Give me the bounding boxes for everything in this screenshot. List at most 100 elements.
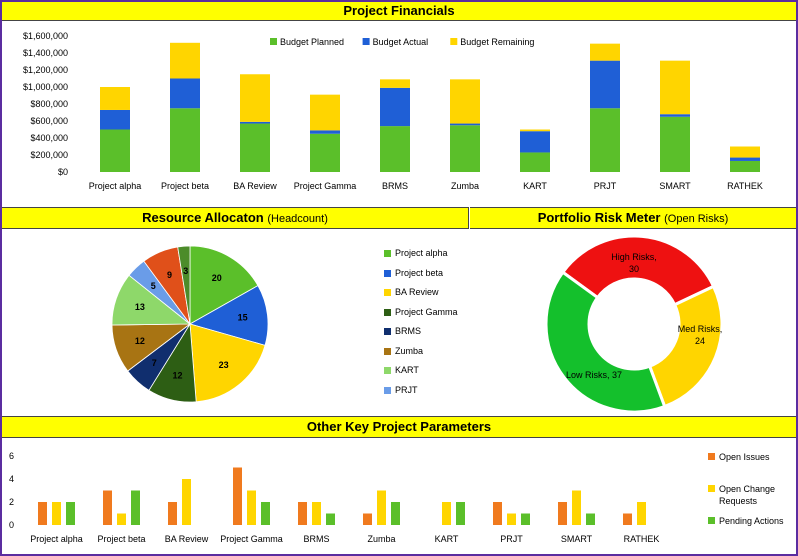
- x-tick-label: SMART: [561, 534, 593, 544]
- bar-budget-planned-smart: [660, 116, 690, 172]
- bar-budget-planned-rathek: [730, 160, 760, 172]
- pie-data-label-zumba: 12: [135, 336, 145, 346]
- y-tick-label: $400,000: [30, 133, 68, 143]
- legend-swatch-open-issues: [708, 453, 715, 460]
- bar-open-change-requests-prjt: [507, 513, 516, 525]
- bar-open-issues-prjt: [493, 502, 502, 525]
- legend-swatch: [384, 308, 391, 316]
- bar-budget-remaining-project-alpha: [100, 87, 130, 110]
- bar-budget-planned-project-alpha: [100, 129, 130, 172]
- resource-legend-item-brms: BRMS: [384, 326, 421, 336]
- bar-pending-actions-smart: [586, 513, 595, 525]
- legend-swatch: [384, 347, 391, 355]
- bar-budget-planned-zumba: [450, 125, 480, 172]
- bar-pending-actions-prjt: [521, 513, 530, 525]
- bar-budget-remaining-ba-review: [240, 74, 270, 122]
- bar-budget-remaining-prjt: [590, 43, 620, 61]
- bar-budget-planned-ba-review: [240, 123, 270, 172]
- bar-open-change-requests-ba-review: [182, 479, 191, 525]
- bar-budget-actual-smart: [660, 114, 690, 117]
- bar-budget-planned-project-gamma: [310, 133, 340, 172]
- legend-label: BRMS: [395, 326, 422, 336]
- bar-budget-actual-project-beta: [170, 78, 200, 109]
- bar-budget-actual-ba-review: [240, 121, 270, 124]
- y-tick-label: $200,000: [30, 150, 68, 160]
- donut-label-med-risks: Med Risks, 24: [678, 324, 723, 346]
- legend-swatch: [384, 269, 391, 277]
- bar-open-change-requests-zumba: [377, 490, 386, 525]
- bar-budget-planned-brms: [380, 126, 410, 172]
- risk-subtitle: (Open Risks): [664, 213, 729, 225]
- donut-label-name: High Risks,: [611, 252, 657, 262]
- params-chart: 0 2 4 6 Project alpha Project beta BA Review Pr…: [9, 451, 784, 544]
- resource-legend-item-prjt: PRJT: [384, 385, 418, 395]
- resource-title-band: Resource Allocaton (Headcount): [2, 207, 469, 229]
- financials-chart: $0 $200,000 $400,000 $600,000 $800,000 $1,000…: [23, 31, 763, 191]
- legend-label: Zumba: [395, 345, 424, 356]
- bar-budget-actual-project-alpha: [100, 109, 130, 130]
- pie-data-label-ba-review: 23: [219, 360, 229, 370]
- y-tick-label: $800,000: [30, 99, 68, 109]
- risk-title: Portfolio Risk Meter: [537, 210, 661, 225]
- bar-budget-actual-prjt: [590, 60, 620, 109]
- bar-open-change-requests-rathek: [637, 502, 646, 525]
- bar-open-issues-brms: [298, 502, 307, 525]
- bar-budget-remaining-project-gamma: [310, 94, 340, 131]
- y-tick-label: 4: [9, 474, 14, 484]
- legend-swatch: [384, 328, 391, 336]
- resource-legend-item-project-beta: Project beta: [384, 268, 443, 278]
- bar-open-change-requests-smart: [572, 490, 581, 525]
- pie-data-label-project-gamma: 12: [173, 371, 183, 381]
- bar-budget-actual-zumba: [450, 123, 480, 126]
- bar-budget-actual-rathek: [730, 157, 760, 161]
- financials-title-band: Project Financials: [2, 2, 796, 21]
- legend-swatch-budget-actual: [362, 38, 370, 45]
- legend-label-budget-actual: Budget Actual: [373, 37, 429, 47]
- bar-budget-actual-project-gamma: [310, 130, 340, 134]
- legend-swatch-pending-actions: [708, 517, 715, 524]
- legend-swatch-budget-remaining: [450, 38, 458, 45]
- resource-title: Resource Allocaton: [142, 210, 264, 225]
- resource-legend-item-project-gamma: Project Gamma: [384, 307, 458, 317]
- resource-pie-chart: 20 15 23 12 7 12 13 5 9 3: [111, 245, 269, 403]
- legend-label: Project Gamma: [395, 306, 458, 317]
- pie-data-label-kart: 13: [135, 302, 145, 312]
- bar-open-change-requests-brms: [312, 502, 321, 525]
- resource-subtitle: (Headcount): [267, 213, 328, 225]
- bar-open-change-requests-project-alpha: [52, 502, 61, 525]
- pie-slice-project-beta: [188, 285, 269, 346]
- donut-label-value: 30: [629, 264, 639, 274]
- bar-open-issues-project-gamma: [233, 467, 242, 525]
- donut-label-high-risks: High Risks, 30: [611, 252, 657, 274]
- pie-data-label-project-beta: 15: [238, 313, 248, 323]
- x-tick-label: BRMS: [303, 534, 329, 544]
- x-tick-label: Zumba: [451, 181, 479, 191]
- y-tick-label: $1,400,000: [23, 48, 68, 58]
- bar-pending-actions-brms: [326, 513, 335, 525]
- donut-slice-high-risks: [560, 234, 716, 307]
- legend-label-line: Pending Actions: [719, 516, 784, 526]
- donut-label-value: 24: [695, 336, 705, 346]
- bar-budget-remaining-project-beta: [170, 42, 200, 79]
- bar-open-issues-rathek: [623, 513, 632, 525]
- y-tick-label: $0: [58, 167, 68, 177]
- x-tick-label: Project beta: [161, 181, 209, 191]
- x-tick-label: PRJT: [594, 181, 617, 191]
- bar-open-issues-project-alpha: [38, 502, 47, 525]
- bar-pending-actions-project-beta: [131, 490, 140, 525]
- y-tick-label: $1,200,000: [23, 65, 68, 75]
- bar-budget-remaining-kart: [520, 129, 550, 132]
- resource-legend-item-project-alpha: Project alpha: [384, 248, 448, 258]
- y-tick-label: 0: [9, 520, 14, 530]
- x-tick-label: BRMS: [382, 181, 408, 191]
- x-tick-label: BA Review: [233, 181, 277, 191]
- x-tick-label: RATHEK: [727, 181, 763, 191]
- risk-title-band: Portfolio Risk Meter (Open Risks): [470, 207, 796, 229]
- donut-label-name: Med Risks,: [678, 324, 723, 334]
- legend-label-budget-remaining: Budget Remaining: [460, 37, 534, 47]
- params-title: Other Key Project Parameters: [306, 419, 492, 434]
- bar-budget-planned-prjt: [590, 108, 620, 172]
- y-tick-label: $600,000: [30, 116, 68, 126]
- legend-swatch-budget-planned: [270, 38, 277, 45]
